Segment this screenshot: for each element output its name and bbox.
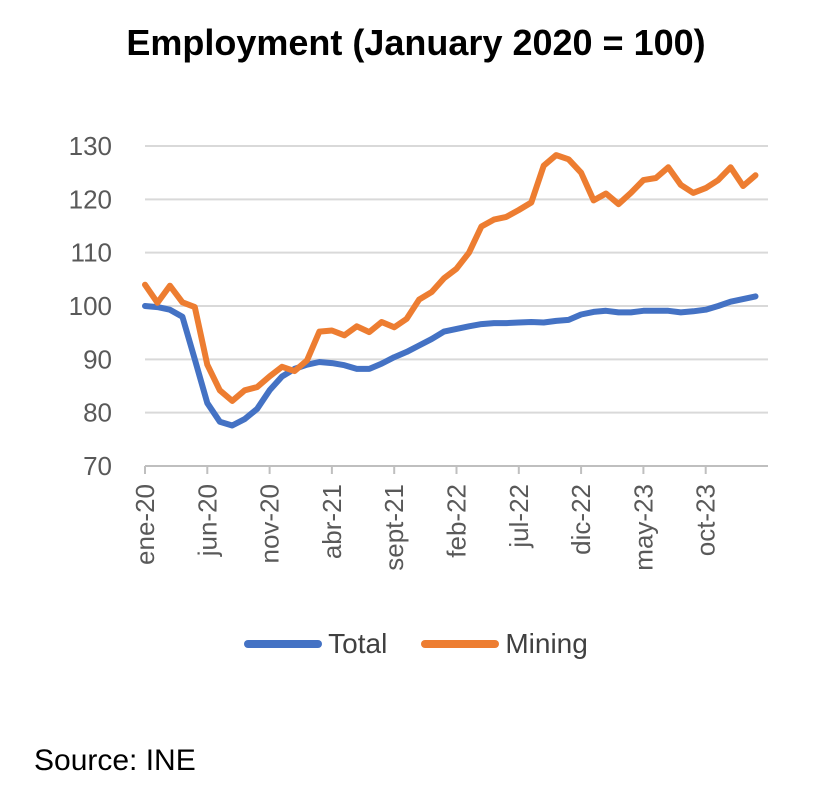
series-lines (142, 152, 759, 429)
x-tick-label: dic-22 (566, 484, 596, 555)
legend: Total Mining (0, 628, 832, 660)
y-tick-label: 80 (83, 398, 112, 428)
legend-item-total[interactable]: Total (244, 628, 387, 660)
y-tick-label: 90 (83, 344, 112, 374)
x-tick-label: feb-22 (442, 484, 472, 558)
x-tick-label: nov-20 (255, 484, 285, 564)
x-tick-label: oct-23 (691, 484, 721, 556)
legend-swatch-mining (421, 640, 500, 648)
x-tick-label: sept-21 (379, 484, 409, 571)
y-tick-labels: 70 80 90 100 110 120 130 (69, 131, 112, 481)
y-tick-label: 110 (71, 238, 112, 268)
y-tick-label: 70 (83, 451, 112, 481)
series-line-total (142, 293, 759, 429)
x-tick-labels: ene-20 jun-20 nov-20 abr-21 sept-21 feb-22 jul… (130, 484, 721, 571)
y-tick-label: 120 (69, 184, 112, 214)
x-tick-label: may-23 (628, 484, 658, 571)
axes (144, 465, 768, 474)
source-note: Source: INE (34, 744, 196, 777)
legend-swatch-total (244, 640, 323, 648)
y-tick-label: 100 (69, 291, 112, 321)
x-tick-label: ene-20 (130, 484, 160, 565)
gridlines (145, 145, 768, 414)
series-line-mining (142, 152, 759, 404)
chart-title: Employment (January 2020 = 100) (126, 22, 706, 63)
y-tick-label: 130 (69, 131, 112, 161)
legend-label-total: Total (328, 628, 388, 659)
x-tick-label: jun-20 (192, 484, 222, 557)
legend-label-mining: Mining (505, 628, 588, 659)
x-tick-label: jul-22 (504, 484, 534, 549)
x-tick-label: abr-21 (317, 484, 347, 559)
legend-item-mining[interactable]: Mining (421, 628, 588, 660)
